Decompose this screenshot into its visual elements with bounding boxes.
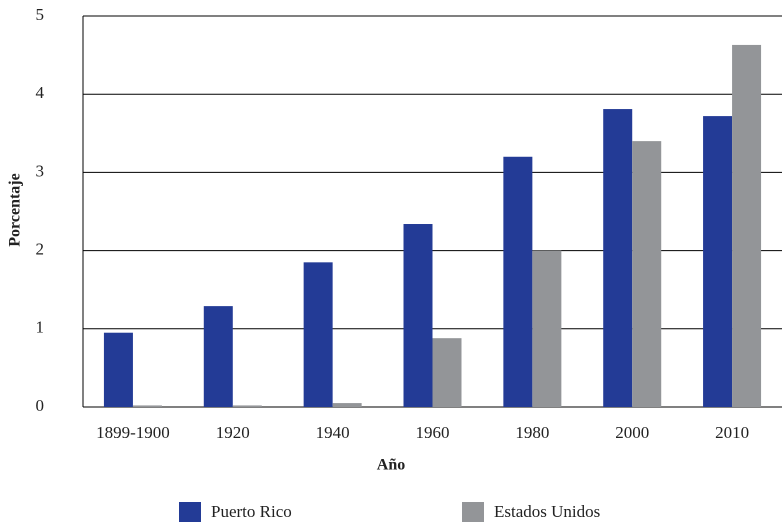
bar <box>503 156 533 407</box>
y-tick-label: 3 <box>36 161 45 180</box>
y-tick-label: 5 <box>36 5 45 24</box>
bar <box>732 44 762 408</box>
bar <box>103 332 133 407</box>
legend-swatch <box>462 502 484 522</box>
y-tick-label: 2 <box>36 240 45 259</box>
bar <box>703 116 733 407</box>
legend-label: Estados Unidos <box>494 502 600 521</box>
bar <box>332 403 362 407</box>
y-tick-label: 4 <box>36 83 45 102</box>
bar <box>432 338 462 407</box>
x-tick-label: 2010 <box>715 423 749 442</box>
bar <box>132 405 162 407</box>
x-tick-label: 1899-1900 <box>96 423 170 442</box>
x-axis-label: Año <box>377 457 405 474</box>
y-axis-label: Porcentaje <box>7 173 24 246</box>
bar <box>603 109 633 408</box>
x-tick-label: 1940 <box>316 423 350 442</box>
legend-label: Puerto Rico <box>211 502 292 521</box>
bar <box>232 405 262 407</box>
x-tick-label: 1980 <box>515 423 549 442</box>
bar <box>403 224 433 407</box>
bar <box>303 262 333 407</box>
x-tick-label: 1920 <box>216 423 250 442</box>
y-tick-label: 1 <box>36 318 45 337</box>
x-tick-label: 1960 <box>416 423 450 442</box>
legend-swatch <box>179 502 201 522</box>
bar <box>532 250 562 407</box>
bar <box>632 141 662 407</box>
y-tick-label: 0 <box>36 396 45 415</box>
x-tick-label: 2000 <box>615 423 649 442</box>
bar <box>203 306 233 407</box>
